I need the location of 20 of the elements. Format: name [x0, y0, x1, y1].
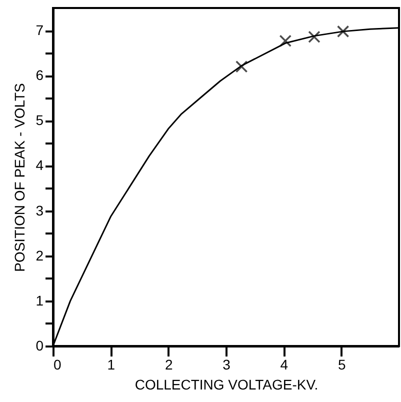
y-tick-label: 4 [36, 157, 44, 174]
y-tick-label: 0 [36, 338, 44, 354]
x-tick-label: 0 [54, 356, 62, 372]
y-tick-label: 1 [36, 292, 44, 308]
y-tick-label: 5 [36, 112, 44, 128]
point [235, 60, 248, 73]
point [308, 30, 320, 43]
y-tick-label: 3 [36, 202, 44, 218]
y-tick-label: 2 [36, 247, 44, 264]
x-tick-label: 5 [338, 356, 346, 372]
point [279, 34, 292, 48]
y-tick-label: 7 [36, 22, 44, 38]
x-tick-label: 4 [280, 356, 288, 372]
y-tick-label: 6 [36, 67, 44, 84]
x-tick-label: 1 [107, 356, 116, 372]
x-tick-label: 3 [222, 356, 231, 372]
point [336, 25, 350, 38]
x-tick-label: 2 [164, 356, 173, 372]
x-axis-title: COLLECTING VOLTAGE-KV. [134, 376, 318, 392]
y-axis-title: POSITION OF PEAK - VOLTS [12, 83, 28, 272]
